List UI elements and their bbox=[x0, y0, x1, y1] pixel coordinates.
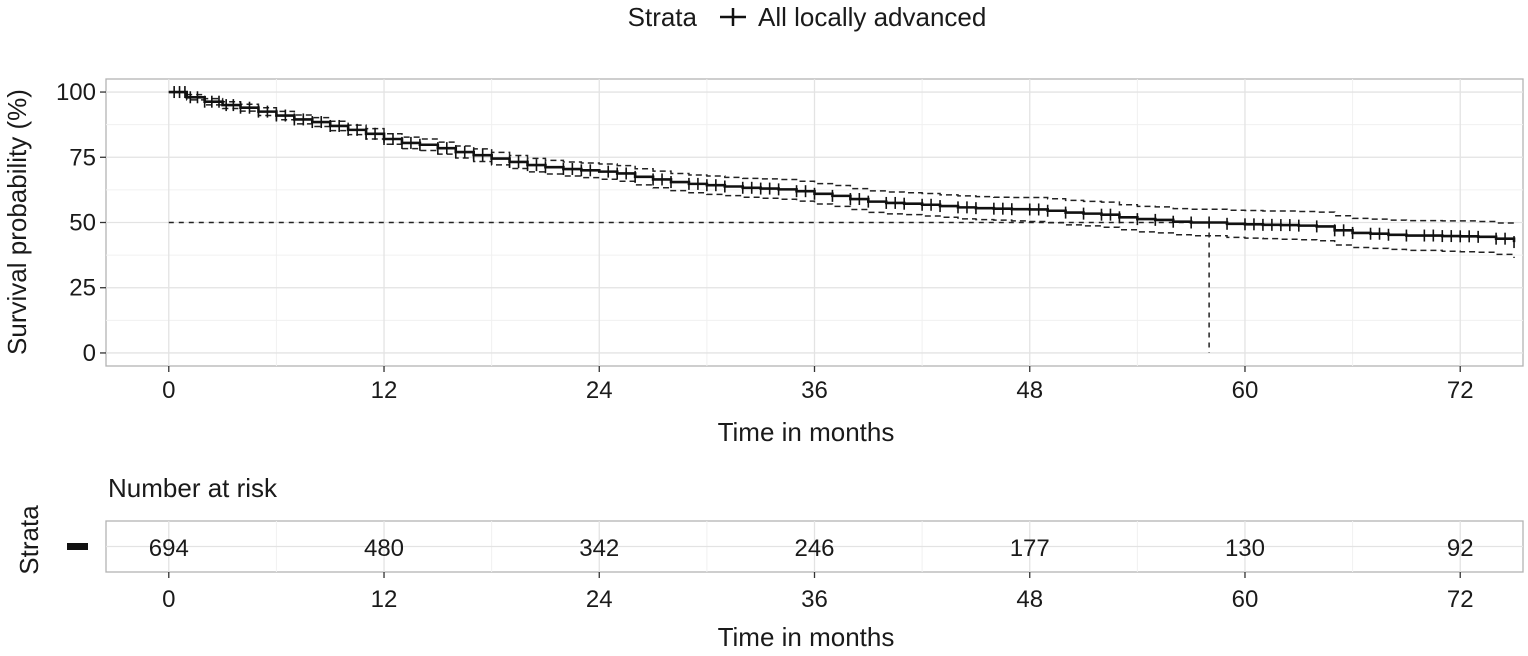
x-tick-label: 24 bbox=[586, 377, 613, 404]
risk-x-tick-label: 12 bbox=[371, 586, 398, 613]
risk-count: 246 bbox=[794, 535, 834, 562]
risk-x-tick-label: 36 bbox=[801, 586, 828, 613]
x-tick-label: 36 bbox=[801, 377, 828, 404]
risk-table-axes: 0 12 24 36 48 60 72 bbox=[162, 572, 1474, 613]
risk-x-tick-label: 24 bbox=[586, 586, 613, 613]
y-tick-label: 0 bbox=[83, 340, 96, 367]
y-tick-label: 50 bbox=[69, 210, 96, 237]
x-tick-label: 0 bbox=[162, 377, 175, 404]
y-tick-label: 25 bbox=[69, 275, 96, 302]
plot-grid bbox=[106, 79, 1523, 366]
legend-entry-label: All locally advanced bbox=[758, 2, 986, 32]
risk-x-tick-label: 48 bbox=[1016, 586, 1043, 613]
x-tick-label: 12 bbox=[371, 377, 398, 404]
risk-table-x-title: Time in months bbox=[718, 622, 895, 652]
plot-axes: 0 12 24 36 48 60 72 0 25 50 75 100 bbox=[56, 79, 1474, 404]
risk-count: 130 bbox=[1225, 535, 1265, 562]
plot-area bbox=[168, 86, 1516, 353]
risk-x-tick-label: 0 bbox=[162, 586, 175, 613]
risk-table-strata-key bbox=[67, 543, 88, 550]
x-tick-label: 72 bbox=[1447, 377, 1474, 404]
x-axis-title: Time in months bbox=[718, 417, 895, 447]
legend-key bbox=[720, 8, 746, 26]
risk-count: 342 bbox=[579, 535, 619, 562]
legend: Strata All locally advanced bbox=[628, 2, 987, 32]
risk-count: 92 bbox=[1447, 535, 1474, 562]
risk-count: 480 bbox=[364, 535, 404, 562]
x-tick-label: 48 bbox=[1016, 377, 1043, 404]
legend-title: Strata bbox=[628, 2, 698, 32]
risk-count: 177 bbox=[1010, 535, 1050, 562]
y-tick-label: 100 bbox=[56, 79, 96, 106]
risk-x-tick-label: 60 bbox=[1232, 586, 1259, 613]
risk-count: 694 bbox=[149, 535, 189, 562]
ci-lower-line bbox=[168, 91, 1515, 258]
y-axis-title: Survival probability (%) bbox=[2, 89, 32, 355]
risk-table-grid bbox=[106, 521, 1523, 572]
x-tick-label: 60 bbox=[1232, 377, 1259, 404]
risk-x-tick-label: 72 bbox=[1447, 586, 1474, 613]
risk-table-values: 694 480 342 246 177 130 92 bbox=[149, 535, 1474, 562]
y-tick-label: 75 bbox=[69, 144, 96, 171]
risk-table-title: Number at risk bbox=[108, 473, 278, 503]
risk-table-y-title: Strata bbox=[14, 505, 44, 575]
